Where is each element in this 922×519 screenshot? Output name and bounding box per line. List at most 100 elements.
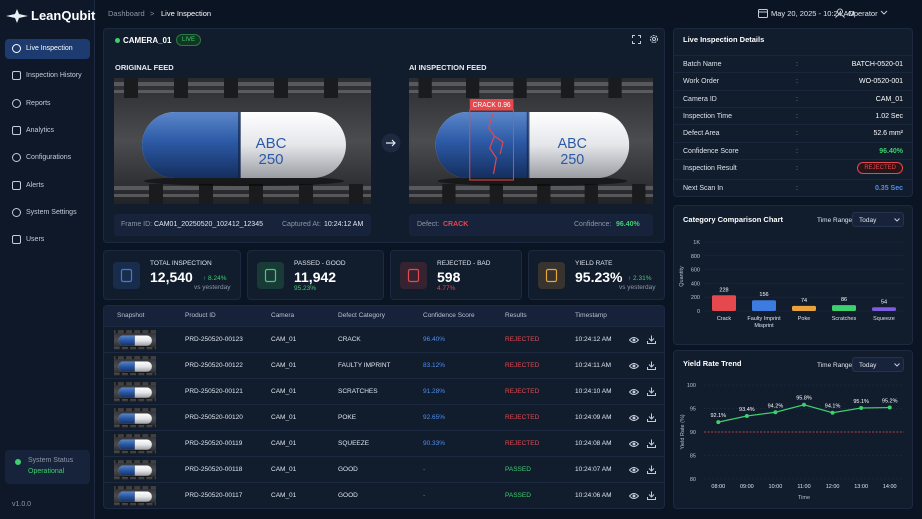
icon-shape xyxy=(545,268,558,283)
range-value: Today xyxy=(859,362,877,369)
result: REJECTED xyxy=(505,362,540,369)
table-row: PRD-250520-00120 CAM_01 POKE 92.65% REJECTED… xyxy=(104,404,664,431)
sidebar: LeanQubit System Status Operational v1.0… xyxy=(0,0,95,519)
user[interactable]: Operator xyxy=(848,9,878,18)
icon-shape xyxy=(629,415,639,421)
point-label: 95.2% xyxy=(882,399,898,405)
timestamp: 10:24:07 AM xyxy=(575,466,612,473)
bar-value-label: 54 xyxy=(881,299,887,305)
y-tick-label: 90 xyxy=(690,430,696,436)
stat-title: TOTAL INSPECTION xyxy=(150,260,212,267)
imprint: 250 xyxy=(560,152,584,168)
view-button[interactable] xyxy=(629,414,639,422)
download-button[interactable] xyxy=(647,439,656,448)
nav-item[interactable]: Inspection History xyxy=(5,66,90,86)
nav-label: System Settings xyxy=(26,208,77,216)
icon-shape xyxy=(632,364,636,368)
nav-item[interactable]: System Settings xyxy=(5,203,90,223)
icon-bg xyxy=(113,262,140,289)
view-button[interactable] xyxy=(629,466,639,474)
stat-title: PASSED - GOOD xyxy=(294,260,346,267)
confidence: 83.12% xyxy=(423,362,446,369)
settings-button[interactable] xyxy=(649,34,659,44)
download-button[interactable] xyxy=(647,387,656,396)
range-select[interactable]: Today xyxy=(852,357,904,372)
download-button[interactable] xyxy=(647,465,656,474)
data-point xyxy=(773,410,778,415)
snapshot-thumbnail xyxy=(114,330,156,350)
nav-icon xyxy=(12,71,21,81)
detection-label: CRACK 0.96 xyxy=(473,102,511,109)
stat-change: ↑ 2.31% xyxy=(628,275,652,282)
detail-label: Inspection Result xyxy=(683,164,737,172)
stat-card: PASSED - GOOD 11,942 95.23% xyxy=(247,250,384,300)
result: REJECTED xyxy=(505,440,540,447)
range-label: Time Range: xyxy=(817,217,854,224)
breadcrumb[interactable]: Dashboard xyxy=(108,9,145,18)
detail-value: 96.40% xyxy=(879,147,903,155)
bar-chart: 0 200 400 600 800 1K Quantity 228 156 74 86 54 xyxy=(679,240,904,315)
nav-item[interactable]: Reports xyxy=(5,94,90,114)
icon-shape xyxy=(629,441,639,447)
view-button[interactable] xyxy=(629,440,639,448)
details-title: Live Inspection Details xyxy=(683,35,765,44)
download-button[interactable] xyxy=(647,491,656,500)
download-button[interactable] xyxy=(647,361,656,370)
user-chevron[interactable] xyxy=(880,10,888,16)
nav-item[interactable]: Live Inspection xyxy=(5,39,90,59)
confidence: 92.65% xyxy=(423,414,446,421)
snapshot-thumbnail xyxy=(114,356,156,376)
bar-value-label: 86 xyxy=(841,297,847,303)
chevron xyxy=(894,363,900,367)
logo-icon xyxy=(6,9,28,23)
status-value: Operational xyxy=(28,468,65,475)
download-button[interactable] xyxy=(647,413,656,422)
product-id: PRD-250520-00123 xyxy=(185,336,243,343)
product-id: PRD-250520-00122 xyxy=(185,362,243,369)
icon-shape xyxy=(629,337,639,343)
detail-label: Defect Area xyxy=(683,130,720,138)
icon-bg xyxy=(538,262,565,289)
bar xyxy=(832,305,856,311)
stat-card: REJECTED - BAD 598 4.77% xyxy=(390,250,522,300)
camera: CAM_01 xyxy=(271,466,297,473)
fullscreen-button[interactable] xyxy=(632,35,641,44)
bar-value-label: 228 xyxy=(719,287,728,293)
nav-item[interactable]: Alerts xyxy=(5,176,90,196)
nav-item[interactable]: Configurations xyxy=(5,148,90,168)
product-id: PRD-250520-00118 xyxy=(185,466,243,473)
view-button[interactable] xyxy=(629,336,639,344)
detail-label: Confidence Score xyxy=(683,147,739,155)
detail-row: Inspection Time: 1.02 Sec xyxy=(674,106,912,125)
stat-value: 95.23% xyxy=(575,269,623,285)
view-button[interactable] xyxy=(629,492,639,500)
data-point xyxy=(716,420,721,425)
nav-item[interactable]: Users xyxy=(5,230,90,250)
stat-icon xyxy=(538,262,565,289)
x-tick-label: 09:00 xyxy=(740,484,754,490)
bar xyxy=(712,295,736,311)
view-button[interactable] xyxy=(629,388,639,396)
detail-value: 1.02 Sec xyxy=(875,112,903,120)
detail-label: Next Scan In xyxy=(683,185,724,192)
nav-label: Inspection History xyxy=(26,72,82,80)
icon-shape xyxy=(12,98,21,108)
range-select[interactable]: Today xyxy=(852,212,904,227)
defect-category: SQUEEZE xyxy=(338,440,370,447)
result: PASSED xyxy=(505,466,531,473)
view-button[interactable] xyxy=(629,362,639,370)
y-tick-label: 85 xyxy=(690,454,696,460)
thumbnail-art xyxy=(114,356,156,376)
nav-icon xyxy=(12,153,21,163)
imprint: 250 xyxy=(258,151,283,168)
snapshot-thumbnail xyxy=(114,434,156,454)
download-button[interactable] xyxy=(647,335,656,344)
status-dot xyxy=(15,459,21,465)
thumbnail-art xyxy=(114,460,156,480)
camera-panel: CAMERA_01 LIVE ORIGINAL FEED AI INSPECTI… xyxy=(103,28,665,243)
nav-label: Live Inspection xyxy=(26,45,73,52)
result: REJECTED xyxy=(505,414,540,421)
chevron xyxy=(894,218,900,222)
thumbnail-art xyxy=(114,382,156,402)
nav-item[interactable]: Analytics xyxy=(5,121,90,141)
